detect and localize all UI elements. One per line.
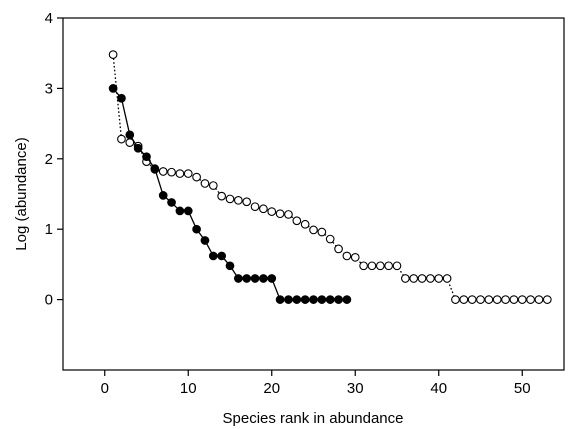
data-point <box>167 167 176 177</box>
series-layer <box>108 50 552 304</box>
data-point <box>108 84 118 93</box>
data-point <box>317 227 327 237</box>
data-point <box>242 197 252 207</box>
x-tick-label: 20 <box>263 380 280 397</box>
data-point <box>125 130 135 140</box>
data-point <box>325 295 335 304</box>
data-point <box>259 274 268 283</box>
data-point <box>467 295 477 304</box>
data-point <box>259 204 268 214</box>
data-point <box>300 295 310 304</box>
data-point <box>342 251 352 261</box>
x-tick-label: 10 <box>180 380 197 397</box>
data-point <box>284 295 293 304</box>
data-point <box>426 274 435 283</box>
y-tick-label: 1 <box>45 221 53 238</box>
y-tick-label: 0 <box>45 292 53 309</box>
x-tick-label: 0 <box>101 380 109 397</box>
axis-ticks: 0 10 20 30 40 50 0 1 2 3 4 <box>45 10 531 397</box>
data-point <box>225 261 235 271</box>
data-point <box>142 152 151 162</box>
data-point <box>367 261 377 271</box>
y-tick-label: 4 <box>45 10 53 27</box>
data-point <box>359 261 368 271</box>
data-point <box>309 225 318 235</box>
y-tick-label: 3 <box>45 80 53 97</box>
data-point <box>534 295 544 304</box>
series-2 <box>108 84 352 304</box>
data-point <box>267 207 277 216</box>
data-point <box>192 224 201 234</box>
data-point <box>451 295 460 304</box>
data-point <box>108 50 118 59</box>
data-point <box>242 274 252 283</box>
data-point <box>117 134 126 144</box>
data-point <box>401 274 410 283</box>
data-point <box>234 274 243 283</box>
data-point <box>275 295 285 304</box>
data-point <box>342 295 352 304</box>
data-point <box>117 93 126 103</box>
data-point <box>175 169 185 178</box>
data-point <box>300 219 310 229</box>
data-point <box>484 295 494 304</box>
data-point <box>350 253 360 262</box>
data-point <box>284 210 293 219</box>
data-point <box>167 198 176 207</box>
data-point <box>217 251 226 261</box>
data-point <box>250 274 260 283</box>
data-point <box>133 143 143 153</box>
x-tick-label: 50 <box>514 380 531 397</box>
data-point <box>517 295 527 304</box>
data-point <box>375 261 385 271</box>
data-point <box>267 274 277 283</box>
data-point <box>234 195 243 205</box>
data-point <box>417 274 427 283</box>
data-point <box>384 261 394 271</box>
data-point <box>476 295 485 304</box>
x-tick-label: 40 <box>430 380 447 397</box>
data-point <box>392 261 402 271</box>
data-point <box>434 274 444 283</box>
data-point <box>158 191 168 200</box>
data-point <box>542 295 552 304</box>
data-point <box>250 202 260 212</box>
data-point <box>183 206 193 216</box>
data-point <box>334 295 343 304</box>
data-point <box>208 181 218 190</box>
data-point <box>158 167 168 176</box>
data-point <box>292 216 302 226</box>
data-point <box>509 295 519 304</box>
y-tick-label: 2 <box>45 151 53 168</box>
data-point <box>192 172 201 182</box>
data-point <box>150 164 160 174</box>
y-axis-title: Log (abundance) <box>13 137 30 250</box>
data-point <box>200 179 210 188</box>
data-point <box>175 206 185 216</box>
data-point <box>409 274 419 283</box>
data-point <box>292 295 302 304</box>
data-point <box>217 191 226 201</box>
x-axis-title: Species rank in abundance <box>223 410 404 427</box>
data-point <box>317 295 327 304</box>
x-tick-label: 30 <box>347 380 364 397</box>
data-point <box>275 209 285 219</box>
data-point <box>492 295 502 304</box>
data-point <box>459 295 469 304</box>
data-point <box>200 236 210 245</box>
data-point <box>501 295 510 304</box>
series-1 <box>108 50 552 304</box>
data-point <box>442 274 452 283</box>
data-point <box>208 251 218 261</box>
data-point <box>225 194 235 204</box>
data-point <box>183 169 193 178</box>
plot-frame <box>62 17 565 371</box>
data-point <box>334 244 343 254</box>
data-point <box>325 234 335 244</box>
data-point <box>526 295 535 304</box>
data-point <box>309 295 318 304</box>
